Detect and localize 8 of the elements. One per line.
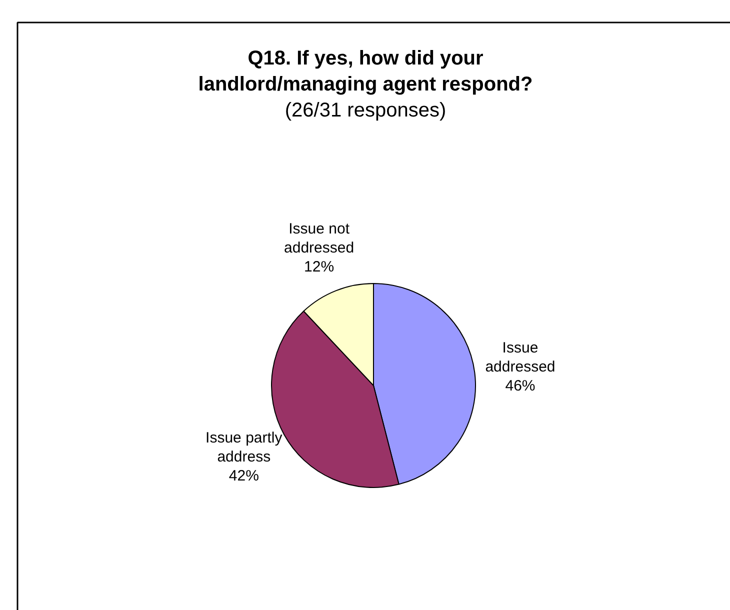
data-label: 42% <box>228 467 259 484</box>
chart-subtitle: (26/31 responses) <box>284 100 446 122</box>
slice-label: Issue addressed <box>485 339 556 376</box>
slice-label: Issue partly address <box>206 429 283 466</box>
data-label: 12% <box>304 258 334 276</box>
chart-title: Q18. If yes, how did your landlord/managing agent respond? <box>198 48 533 96</box>
slice-label: Issue not addressed <box>284 220 354 256</box>
data-label: 46% <box>505 377 536 394</box>
